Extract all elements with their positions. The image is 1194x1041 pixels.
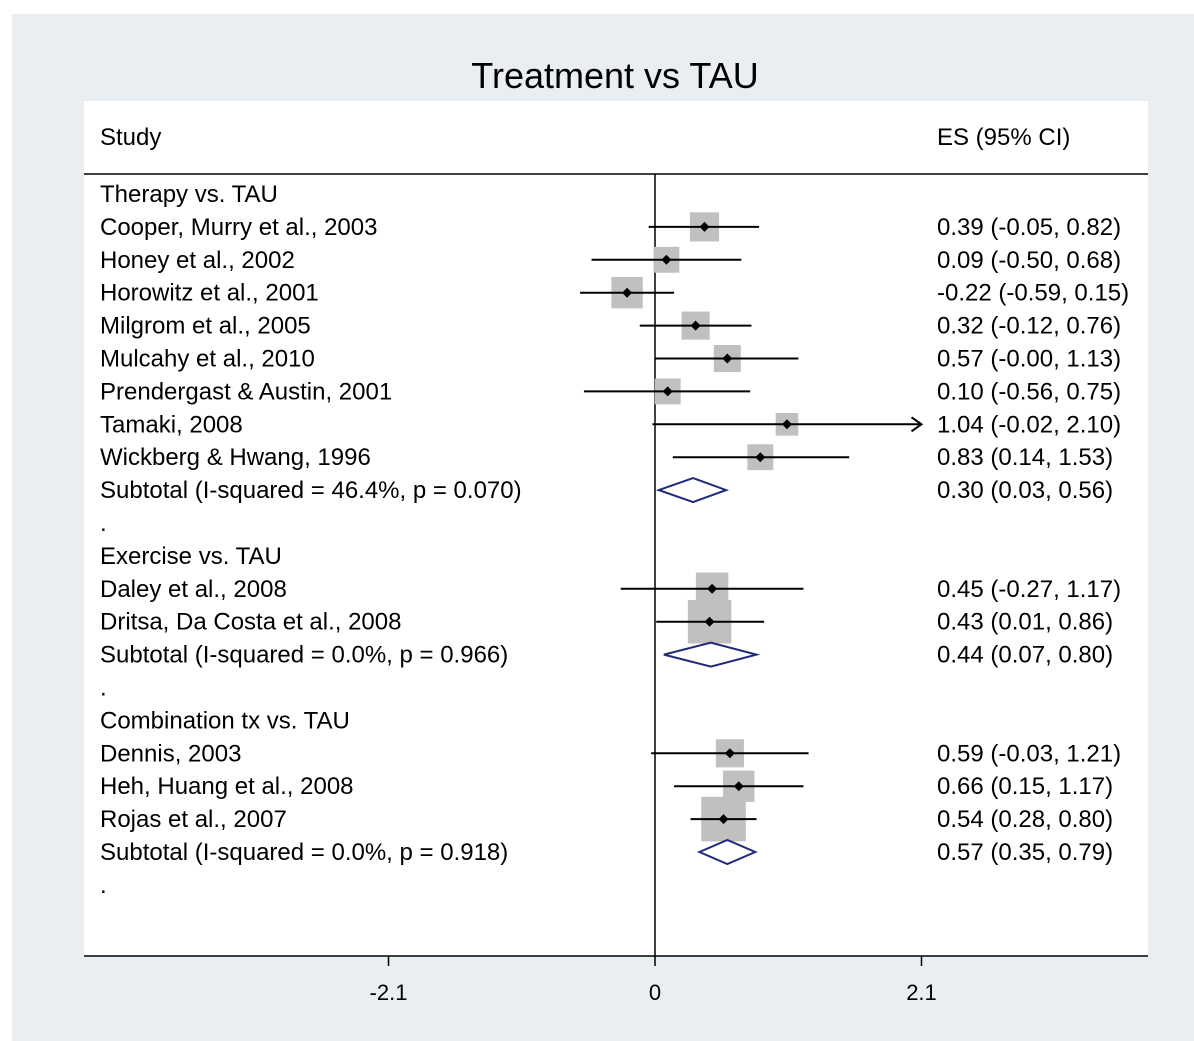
subgroup-label: Therapy vs. TAU [100,181,278,208]
x-tick-label: -2.1 [370,980,408,1005]
header-es-ci: ES (95% CI) [937,124,1070,151]
row-3: Horowitz et al., 2001 -0.22 (-0.59, 0.15) [100,277,1129,309]
x-tick-label: 2.1 [906,980,937,1005]
point-estimate [662,386,673,397]
row-16: Combination tx vs. TAU [100,707,350,734]
chart-title: Treatment vs TAU [471,55,758,96]
row-4: Milgrom et al., 2005 0.32 (-0.12, 0.76) [100,311,1121,340]
ci-arrow [910,416,924,433]
study-label: Cooper, Murry et al., 2003 [100,214,377,241]
es-ci-value: 0.54 (0.28, 0.80) [937,806,1113,833]
study-label: Wickberg & Hwang, 1996 [100,444,371,471]
study-label: Dennis, 2003 [100,740,241,767]
subgroup-label: Combination tx vs. TAU [100,707,350,734]
row-2: Honey et al., 2002 0.09 (-0.50, 0.68) [100,247,1121,274]
row-13: Dritsa, Da Costa et al., 2008 0.43 (0.01,… [100,599,1113,644]
plot-region [84,101,1148,956]
row-12: Daley et al., 2008 0.45 (-0.27, 1.17) [100,572,1121,606]
es-ci-value: 0.44 (0.07, 0.80) [937,642,1113,669]
row-10: . [100,510,107,537]
row-17: Dennis, 2003 0.59 (-0.03, 1.21) [100,739,1121,768]
subtotal-label: Subtotal (I-squared = 0.0%, p = 0.966) [100,642,508,669]
es-ci-value: -0.22 (-0.59, 0.15) [937,280,1129,307]
row-0: Therapy vs. TAU [100,181,278,208]
spacer-dot: . [100,675,107,702]
study-label: Prendergast & Austin, 2001 [100,378,392,405]
study-label: Honey et al., 2002 [100,247,295,274]
point-estimate [707,583,718,594]
es-ci-value: 0.66 (0.15, 1.17) [937,773,1113,800]
es-ci-value: 0.39 (-0.05, 0.82) [937,214,1121,241]
study-label: Milgrom et al., 2005 [100,313,311,340]
study-label: Rojas et al., 2007 [100,806,287,833]
subtotal-label: Subtotal (I-squared = 0.0%, p = 0.918) [100,839,508,866]
study-label: Horowitz et al., 2001 [100,280,319,307]
forest-plot: Treatment vs TAU Study ES (95% CI) Thera… [84,55,1148,1005]
row-20: Subtotal (I-squared = 0.0%, p = 0.918) 0.… [100,838,1113,866]
subgroup-label: Exercise vs. TAU [100,543,282,570]
row-15: . [100,675,107,702]
x-tick-label: 0 [649,980,661,1005]
point-estimate [755,452,766,463]
row-9: Subtotal (I-squared = 46.4%, p = 0.070) 0… [100,477,1113,504]
es-ci-value: 0.45 (-0.27, 1.17) [937,576,1121,603]
study-label: Tamaki, 2008 [100,411,243,438]
row-8: Wickberg & Hwang, 1996 0.83 (0.14, 1.53) [100,444,1113,471]
es-ci-value: 0.57 (0.35, 0.79) [937,839,1113,866]
es-ci-value: 0.30 (0.03, 0.56) [937,477,1113,504]
es-ci-value: 0.09 (-0.50, 0.68) [937,247,1121,274]
spacer-dot: . [100,510,107,537]
es-ci-value: 0.10 (-0.56, 0.75) [937,378,1121,405]
subtotal-diamond [696,838,758,866]
row-14: Subtotal (I-squared = 0.0%, p = 0.966) 0.… [100,641,1113,669]
row-18: Heh, Huang et al., 2008 0.66 (0.15, 1.17) [100,770,1113,802]
point-estimate [733,781,744,792]
row-7: Tamaki, 2008 1.04 (-0.02, 2.10) [100,411,1121,438]
point-estimate [699,221,710,232]
row-5: Mulcahy et al., 2010 0.57 (-0.00, 1.13) [100,345,1121,373]
row-11: Exercise vs. TAU [100,543,282,570]
row-19: Rojas et al., 2007 0.54 (0.28, 0.80) [100,796,1113,842]
es-ci-value: 0.83 (0.14, 1.53) [937,444,1113,471]
point-estimate [722,353,733,364]
es-ci-value: 0.59 (-0.03, 1.21) [937,740,1121,767]
point-estimate [718,814,729,825]
point-estimate [781,419,792,430]
subtotal-label: Subtotal (I-squared = 46.4%, p = 0.070) [100,477,522,504]
study-label: Mulcahy et al., 2010 [100,346,315,373]
point-estimate [704,616,715,627]
es-ci-value: 1.04 (-0.02, 2.10) [937,411,1121,438]
row-21: . [100,872,107,899]
chart-area: Treatment vs TAU Study ES (95% CI) Thera… [12,14,1194,1041]
row-6: Prendergast & Austin, 2001 0.10 (-0.56, 0… [100,378,1121,405]
subtotal-diamond [663,641,761,668]
study-label: Heh, Huang et al., 2008 [100,773,354,800]
es-ci-value: 0.32 (-0.12, 0.76) [937,313,1121,340]
header-study: Study [100,124,161,151]
point-estimate [724,748,735,759]
point-estimate [690,320,701,331]
subtotal-diamond [655,477,729,504]
study-label: Daley et al., 2008 [100,576,287,603]
spacer-dot: . [100,872,107,899]
point-estimate [622,287,633,298]
es-ci-value: 0.43 (0.01, 0.86) [937,609,1113,636]
study-label: Dritsa, Da Costa et al., 2008 [100,609,401,636]
row-1: Cooper, Murry et al., 2003 0.39 (-0.05, 0… [100,212,1121,242]
es-ci-value: 0.57 (-0.00, 1.13) [937,346,1121,373]
